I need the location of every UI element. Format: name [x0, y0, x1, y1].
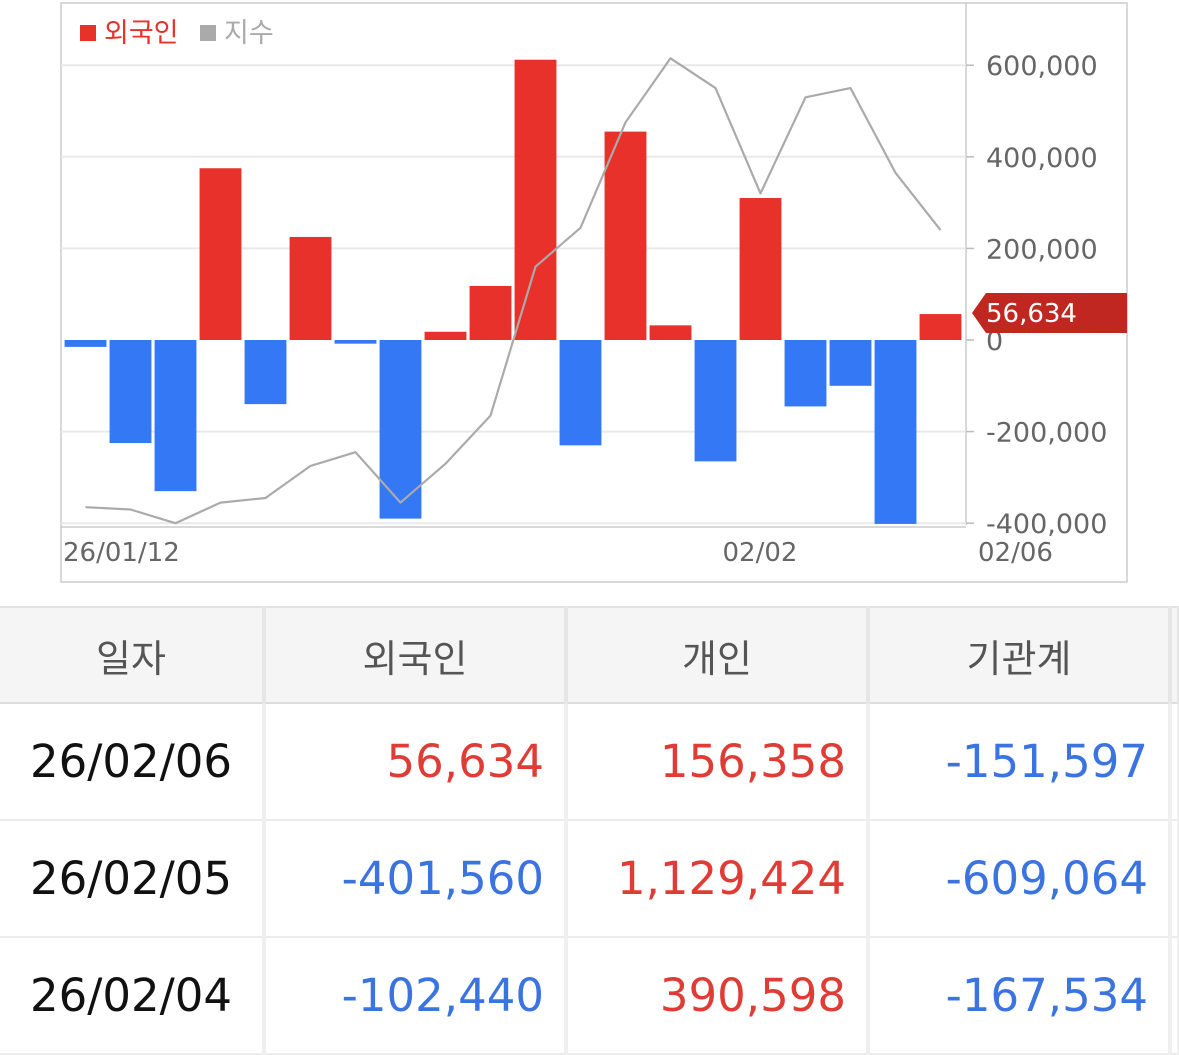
table-row: 26/02/04 -102,440 390,598 -167,534	[0, 937, 1179, 1055]
legend-swatch	[200, 25, 216, 41]
bar	[289, 236, 332, 340]
bar	[649, 325, 692, 340]
bar	[199, 168, 242, 340]
bar	[784, 340, 827, 407]
row-date: 26/02/06	[0, 703, 266, 821]
x-tick-label: 26/01/12	[63, 538, 180, 568]
header-individual[interactable]: 개인	[566, 606, 870, 704]
grid-lines	[61, 64, 974, 525]
bar	[334, 340, 377, 344]
row-foreign: 56,634	[264, 703, 568, 821]
row-foreign: -102,440	[264, 937, 568, 1055]
row-individual: 390,598	[566, 937, 870, 1055]
row-overflow	[1170, 937, 1179, 1055]
legend: 외국인 지수	[80, 18, 274, 49]
row-date: 26/02/05	[0, 820, 266, 938]
bar	[244, 340, 287, 405]
last-value-tag-label: 56,634	[986, 299, 1077, 329]
row-individual: 156,358	[566, 703, 870, 821]
chart-canvas: 600,000 400,000 200,000 0 -200,000 -400,000 2…	[60, 2, 1128, 583]
legend-label: 외국인	[104, 18, 179, 49]
table-row: 26/02/06 56,634 156,358 -151,597	[0, 703, 1179, 821]
table-header-row: 일자 외국인 개인 기관계	[0, 606, 1179, 704]
y-tick-label: 400,000	[986, 143, 1098, 174]
legend-swatch	[80, 25, 96, 41]
bar	[109, 340, 152, 444]
bar	[559, 340, 602, 446]
table-row: 26/02/05 -401,560 1,129,424 -609,064	[0, 820, 1179, 938]
last-value-tag-shape	[972, 293, 1127, 333]
last-value-tag: 56,634	[972, 293, 1127, 333]
legend-label: 지수	[224, 18, 274, 49]
row-institution: -151,597	[868, 703, 1172, 821]
y-tick-label: -400,000	[986, 509, 1107, 540]
x-tick-label: 02/06	[978, 538, 1053, 568]
investor-flow-chart: 600,000 400,000 200,000 0 -200,000 -400,000 2…	[60, 2, 1128, 583]
y-tick-label: 200,000	[986, 234, 1098, 265]
bar	[154, 340, 197, 492]
row-date: 26/02/04	[0, 937, 266, 1055]
bar	[739, 198, 782, 340]
bar	[64, 340, 107, 347]
bar	[514, 59, 557, 340]
bar	[694, 340, 737, 462]
header-date[interactable]: 일자	[0, 606, 266, 704]
x-tick-label: 02/02	[723, 538, 798, 568]
y-tick-label: 0	[986, 326, 1003, 357]
bar	[874, 340, 917, 524]
y-tick-labels: 600,000 400,000 200,000 0 -200,000 -400,000	[986, 51, 1107, 540]
header-foreign[interactable]: 외국인	[264, 606, 568, 704]
chart-frame	[60, 2, 1128, 583]
bar	[919, 314, 962, 340]
bar	[424, 331, 467, 340]
bars	[64, 59, 962, 524]
row-foreign: -401,560	[264, 820, 568, 938]
row-institution: -609,064	[868, 820, 1172, 938]
bar	[829, 340, 872, 386]
header-institution[interactable]: 기관계	[868, 606, 1172, 704]
index-line-layer	[85, 57, 942, 525]
investor-table: 일자 외국인 개인 기관계 26/02/06 56,634 156,358 -1…	[0, 606, 1179, 1055]
row-overflow	[1170, 703, 1179, 821]
bar	[469, 285, 512, 340]
row-institution: -167,534	[868, 937, 1172, 1055]
y-tick-label: -200,000	[986, 418, 1107, 449]
header-overflow	[1170, 606, 1179, 704]
y-tick-label: 600,000	[986, 51, 1098, 82]
bar	[604, 131, 647, 340]
row-overflow	[1170, 820, 1179, 938]
x-tick-labels: 26/01/12 02/02 02/06	[63, 538, 1053, 568]
row-individual: 1,129,424	[566, 820, 870, 938]
bar	[379, 340, 422, 519]
index-line	[85, 57, 942, 525]
